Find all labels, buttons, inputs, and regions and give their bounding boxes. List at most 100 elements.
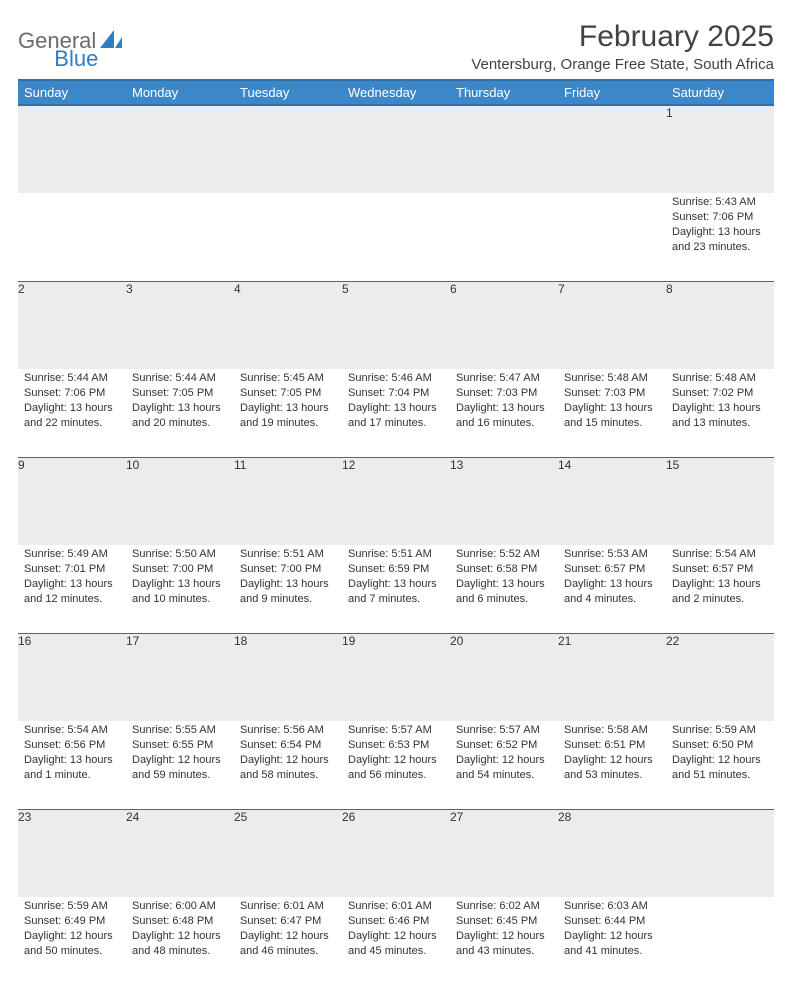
day-number	[18, 105, 126, 193]
day-header: Friday	[558, 80, 666, 105]
sunset-text: Sunset: 6:46 PM	[348, 914, 444, 929]
day-header: Sunday	[18, 80, 126, 105]
daylight-text: Daylight: 13 hours and 16 minutes.	[456, 401, 552, 431]
day-number: 14	[558, 457, 666, 545]
day-number: 17	[126, 633, 234, 721]
day-cell: Sunrise: 5:55 AMSunset: 6:55 PMDaylight:…	[126, 721, 234, 809]
sunset-text: Sunset: 7:06 PM	[24, 386, 120, 401]
sunset-text: Sunset: 7:06 PM	[672, 210, 768, 225]
sunrise-text: Sunrise: 5:47 AM	[456, 371, 552, 386]
sunset-text: Sunset: 7:02 PM	[672, 386, 768, 401]
day-number	[666, 809, 774, 897]
day-cell	[342, 193, 450, 281]
daylight-text: Daylight: 13 hours and 12 minutes.	[24, 577, 120, 607]
daylight-text: Daylight: 12 hours and 43 minutes.	[456, 929, 552, 959]
day-number-row: 1	[18, 105, 774, 193]
sunset-text: Sunset: 6:50 PM	[672, 738, 768, 753]
sunrise-text: Sunrise: 5:45 AM	[240, 371, 336, 386]
day-number: 24	[126, 809, 234, 897]
day-cell: Sunrise: 5:51 AMSunset: 6:59 PMDaylight:…	[342, 545, 450, 633]
sunset-text: Sunset: 6:53 PM	[348, 738, 444, 753]
sunrise-text: Sunrise: 5:44 AM	[132, 371, 228, 386]
day-number: 4	[234, 281, 342, 369]
daylight-text: Daylight: 12 hours and 45 minutes.	[348, 929, 444, 959]
daylight-text: Daylight: 13 hours and 17 minutes.	[348, 401, 444, 431]
day-number	[126, 105, 234, 193]
sunrise-text: Sunrise: 5:43 AM	[672, 195, 768, 210]
sunset-text: Sunset: 6:51 PM	[564, 738, 660, 753]
sunrise-text: Sunrise: 5:48 AM	[564, 371, 660, 386]
day-cell: Sunrise: 6:00 AMSunset: 6:48 PMDaylight:…	[126, 897, 234, 985]
sunrise-text: Sunrise: 5:54 AM	[672, 547, 768, 562]
daylight-text: Daylight: 12 hours and 59 minutes.	[132, 753, 228, 783]
day-number: 8	[666, 281, 774, 369]
day-number-row: 16171819202122	[18, 633, 774, 721]
day-number: 22	[666, 633, 774, 721]
day-cell: Sunrise: 5:56 AMSunset: 6:54 PMDaylight:…	[234, 721, 342, 809]
day-cell: Sunrise: 5:44 AMSunset: 7:05 PMDaylight:…	[126, 369, 234, 457]
daylight-text: Daylight: 13 hours and 7 minutes.	[348, 577, 444, 607]
day-number: 27	[450, 809, 558, 897]
brand-logo: General Blue	[18, 20, 146, 54]
sunrise-text: Sunrise: 5:58 AM	[564, 723, 660, 738]
daylight-text: Daylight: 12 hours and 53 minutes.	[564, 753, 660, 783]
daylight-text: Daylight: 13 hours and 19 minutes.	[240, 401, 336, 431]
day-cell	[126, 193, 234, 281]
month-title: February 2025	[471, 20, 774, 54]
daylight-text: Daylight: 13 hours and 4 minutes.	[564, 577, 660, 607]
day-header: Monday	[126, 80, 234, 105]
daylight-text: Daylight: 13 hours and 15 minutes.	[564, 401, 660, 431]
day-number: 1	[666, 105, 774, 193]
day-number: 7	[558, 281, 666, 369]
daylight-text: Daylight: 12 hours and 48 minutes.	[132, 929, 228, 959]
day-cell	[234, 193, 342, 281]
day-cell	[666, 897, 774, 985]
day-cell: Sunrise: 5:43 AMSunset: 7:06 PMDaylight:…	[666, 193, 774, 281]
day-number-row: 9101112131415	[18, 457, 774, 545]
day-cell: Sunrise: 5:44 AMSunset: 7:06 PMDaylight:…	[18, 369, 126, 457]
day-number: 26	[342, 809, 450, 897]
day-cell: Sunrise: 5:45 AMSunset: 7:05 PMDaylight:…	[234, 369, 342, 457]
day-number	[342, 105, 450, 193]
day-header-row: Sunday Monday Tuesday Wednesday Thursday…	[18, 80, 774, 105]
daylight-text: Daylight: 13 hours and 2 minutes.	[672, 577, 768, 607]
brand-part2: Blue	[54, 46, 98, 72]
day-number	[558, 105, 666, 193]
sunset-text: Sunset: 7:03 PM	[564, 386, 660, 401]
day-number: 16	[18, 633, 126, 721]
sunset-text: Sunset: 7:03 PM	[456, 386, 552, 401]
sunrise-text: Sunrise: 5:51 AM	[348, 547, 444, 562]
sunset-text: Sunset: 6:44 PM	[564, 914, 660, 929]
day-number: 19	[342, 633, 450, 721]
daylight-text: Daylight: 13 hours and 13 minutes.	[672, 401, 768, 431]
sunset-text: Sunset: 6:45 PM	[456, 914, 552, 929]
day-number: 28	[558, 809, 666, 897]
sunset-text: Sunset: 6:49 PM	[24, 914, 120, 929]
day-cell: Sunrise: 5:57 AMSunset: 6:53 PMDaylight:…	[342, 721, 450, 809]
day-header: Thursday	[450, 80, 558, 105]
day-cell: Sunrise: 5:48 AMSunset: 7:03 PMDaylight:…	[558, 369, 666, 457]
day-cell: Sunrise: 5:57 AMSunset: 6:52 PMDaylight:…	[450, 721, 558, 809]
day-cell: Sunrise: 5:46 AMSunset: 7:04 PMDaylight:…	[342, 369, 450, 457]
calendar-table: Sunday Monday Tuesday Wednesday Thursday…	[18, 79, 774, 985]
header: General Blue February 2025 Ventersburg, …	[18, 20, 774, 73]
day-number: 10	[126, 457, 234, 545]
sunrise-text: Sunrise: 5:50 AM	[132, 547, 228, 562]
daylight-text: Daylight: 13 hours and 23 minutes.	[672, 225, 768, 255]
day-cell: Sunrise: 6:02 AMSunset: 6:45 PMDaylight:…	[450, 897, 558, 985]
week-row: Sunrise: 5:49 AMSunset: 7:01 PMDaylight:…	[18, 545, 774, 633]
sunset-text: Sunset: 6:47 PM	[240, 914, 336, 929]
day-number-row: 2345678	[18, 281, 774, 369]
daylight-text: Daylight: 12 hours and 54 minutes.	[456, 753, 552, 783]
sunrise-text: Sunrise: 6:00 AM	[132, 899, 228, 914]
location-subtitle: Ventersburg, Orange Free State, South Af…	[471, 56, 774, 73]
day-cell: Sunrise: 5:52 AMSunset: 6:58 PMDaylight:…	[450, 545, 558, 633]
day-number: 6	[450, 281, 558, 369]
sunset-text: Sunset: 7:04 PM	[348, 386, 444, 401]
day-cell: Sunrise: 5:48 AMSunset: 7:02 PMDaylight:…	[666, 369, 774, 457]
daylight-text: Daylight: 13 hours and 10 minutes.	[132, 577, 228, 607]
day-number: 13	[450, 457, 558, 545]
day-cell: Sunrise: 6:01 AMSunset: 6:47 PMDaylight:…	[234, 897, 342, 985]
daylight-text: Daylight: 12 hours and 46 minutes.	[240, 929, 336, 959]
sunset-text: Sunset: 6:57 PM	[564, 562, 660, 577]
